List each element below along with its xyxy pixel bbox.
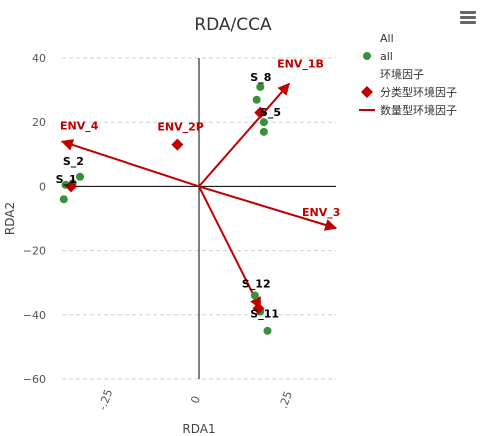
categorical-factor-marker (254, 106, 267, 119)
site-point (259, 118, 268, 127)
hamburger-menu-icon (460, 11, 476, 14)
legend-label: 数量型环境因子 (380, 103, 457, 117)
chart-title: RDA/CCA (194, 15, 272, 35)
chart-menu-button[interactable] (457, 8, 479, 28)
site-point (263, 326, 272, 335)
env-vector-label: ENV_4 (60, 119, 99, 132)
legend-site-symbol (363, 52, 371, 60)
y-tick-label: −40 (23, 309, 46, 322)
site-point (256, 82, 265, 91)
y-axis-title: RDA2 (3, 202, 17, 235)
env-vector-arrow (198, 185, 338, 231)
site-point (252, 95, 261, 104)
site-label: S_1 (56, 173, 77, 186)
site-label: S_8 (250, 71, 271, 84)
site-label: S_5 (260, 106, 281, 119)
legend-title: All (380, 32, 394, 45)
y-tick-label: −60 (23, 373, 46, 386)
env-vector-arrow (198, 185, 262, 310)
site-label: S_11 (250, 308, 279, 321)
site-label: S_12 (242, 278, 271, 291)
x-tick-label: .25 (277, 389, 295, 410)
site-point (250, 291, 259, 300)
x-tick-label: 0 (188, 394, 203, 405)
site-point (59, 195, 68, 204)
site-point (76, 172, 85, 181)
y-tick-label: 20 (32, 116, 46, 129)
env-vector-label: ENV_1B (277, 58, 324, 71)
site-point (259, 127, 268, 136)
categorical-factor-marker (171, 138, 184, 151)
categorical-factor-marker (252, 302, 265, 315)
site-label: S_2 (63, 155, 84, 168)
env-vector-arrow (198, 82, 290, 188)
legend-label: all (380, 50, 393, 63)
y-tick-label: 0 (39, 180, 46, 193)
categorical-factor-marker (65, 180, 78, 193)
legend-label: 环境因子 (380, 67, 424, 81)
y-tick-label: 40 (32, 52, 46, 65)
env-vector-label: ENV_3 (302, 206, 340, 219)
y-tick-label: −20 (23, 245, 46, 258)
legend-diamond-symbol (361, 86, 373, 98)
categorical-factor-label: ENV_2P (157, 121, 203, 134)
x-axis-title: RDA1 (182, 422, 215, 436)
legend-label: 分类型环境因子 (380, 85, 457, 99)
x-tick-label: -.25 (96, 387, 116, 412)
env-vector-arrow (60, 139, 200, 188)
